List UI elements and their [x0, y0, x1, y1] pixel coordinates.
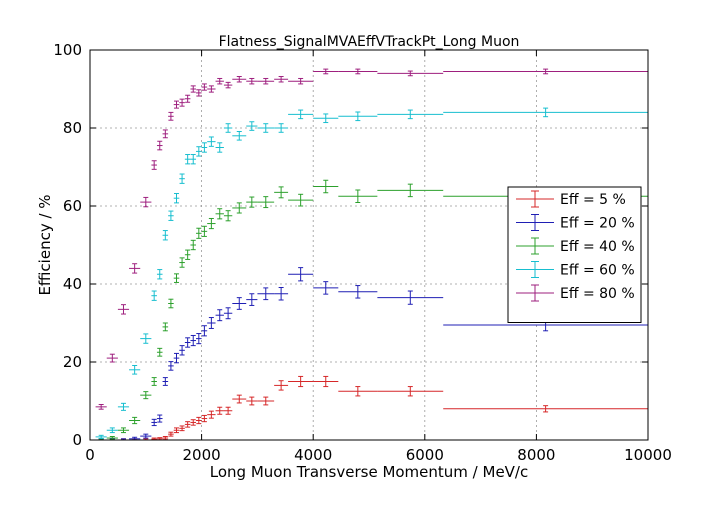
series-5: [95, 68, 648, 410]
x-tick-label: 10000: [624, 446, 672, 464]
x-axis-label: Long Muon Transverse Momentum / MeV/c: [210, 463, 528, 481]
y-tick-label: 0: [72, 431, 82, 449]
legend-label: Eff = 40 %: [560, 239, 635, 255]
plot-frame: [89, 49, 649, 441]
legend-item: Eff = 5 %: [516, 190, 626, 208]
x-tick-label: 4000: [294, 446, 332, 464]
legend-item: Eff = 20 %: [516, 214, 635, 232]
y-tick-label: 40: [63, 275, 82, 293]
data-series: [95, 68, 648, 441]
legend-item: Eff = 40 %: [516, 237, 635, 255]
y-tick-label: 60: [63, 197, 82, 215]
y-axis-label: Efficiency / %: [36, 194, 54, 295]
axis-ticks: 0 2000 4000 6000 8000 10000 0 20 40 60 80 100: [53, 41, 672, 464]
legend: Eff = 5 % Eff = 20 % Eff = 40 % Eff = 60 % E…: [507, 186, 642, 323]
legend-label: Eff = 20 %: [560, 216, 635, 232]
series-4: [95, 107, 648, 439]
x-tick-label: 2000: [183, 446, 221, 464]
legend-label: Eff = 5 %: [560, 192, 626, 208]
y-tick-label: 20: [63, 353, 82, 371]
legend-label: Eff = 60 %: [560, 263, 635, 279]
legend-item: Eff = 80 %: [516, 284, 635, 302]
x-tick-label: 0: [85, 446, 95, 464]
y-tick-label: 80: [63, 119, 82, 137]
chart-title: Flatness_SignalMVAEffVTrackPt_Long Muon: [219, 34, 520, 50]
legend-label: Eff = 80 %: [560, 286, 635, 302]
y-tick-label: 100: [53, 41, 82, 59]
x-tick-label: 8000: [517, 446, 555, 464]
legend-box: [507, 186, 642, 323]
x-tick-label: 6000: [406, 446, 444, 464]
legend-item: Eff = 60 %: [516, 261, 635, 279]
